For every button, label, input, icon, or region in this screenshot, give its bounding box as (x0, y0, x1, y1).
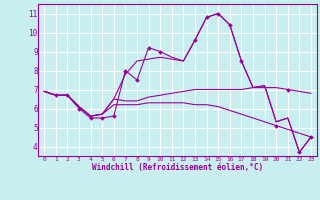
X-axis label: Windchill (Refroidissement éolien,°C): Windchill (Refroidissement éolien,°C) (92, 163, 263, 172)
